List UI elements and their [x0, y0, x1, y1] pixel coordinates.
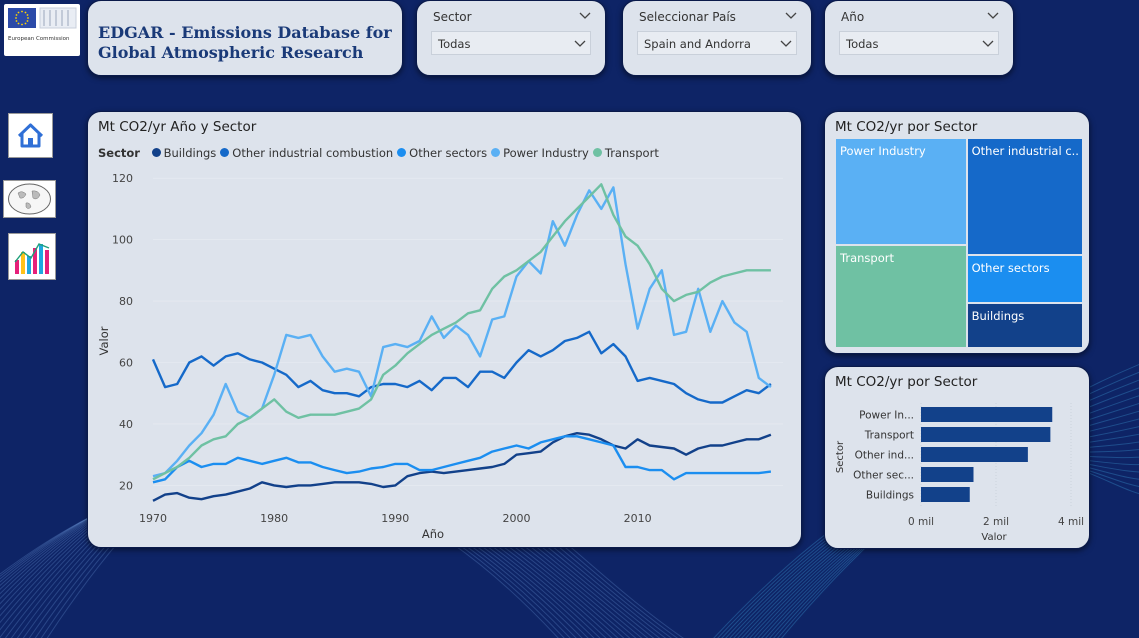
legend-marker: [220, 148, 230, 157]
legend-marker: [397, 148, 407, 157]
series-line[interactable]: [152, 435, 772, 484]
treemap-card: Mt CO2/yr por Sector Power Industry Trans…: [824, 111, 1090, 354]
legend-item[interactable]: Other industrial combustion: [232, 146, 394, 160]
y-tick-label: 40: [119, 418, 133, 431]
bar-chart-icon: [14, 243, 50, 274]
legend-marker: [592, 148, 602, 157]
legend-item[interactable]: Other sectors: [409, 146, 488, 160]
x-axis-label: Valor: [981, 532, 1007, 543]
x-tick-label: 1970: [139, 512, 167, 525]
legend-marker: [151, 148, 161, 157]
treemap-title: Mt CO2/yr por Sector: [835, 119, 978, 135]
x-tick-label: 4 mil: [1058, 516, 1084, 528]
home-button[interactable]: [8, 113, 53, 158]
filter-label: Año: [841, 10, 865, 24]
eu-commission-logo: European Commission: [4, 4, 80, 56]
x-tick-label: 2 mil: [983, 516, 1009, 528]
legend-item[interactable]: Power Industry: [503, 146, 589, 160]
y-tick-label: 60: [119, 357, 133, 370]
bar-chart-card: Mt CO2/yr por Sector 0 mil 2 mil 4 mil Powe…: [824, 366, 1090, 549]
chart-button[interactable]: [8, 233, 56, 280]
treemap-cell[interactable]: Buildings: [966, 303, 1083, 348]
treemap-cell[interactable]: Other sectors: [966, 255, 1083, 304]
y-tick-label: 80: [119, 295, 133, 308]
treemap-label: Other sectors: [971, 261, 1050, 276]
bar-chart: 0 mil 2 mil 4 mil Power In... Transport Other…: [835, 403, 1084, 543]
x-tick-label: 2000: [502, 512, 530, 525]
home-icon: [17, 123, 44, 148]
filter-label: Seleccionar País: [639, 10, 736, 24]
chevron-down-icon[interactable]: [987, 10, 999, 20]
legend-item[interactable]: Transport: [604, 146, 659, 160]
y-tick-label: 120: [112, 172, 133, 185]
y-axis-label: Valor: [97, 326, 111, 355]
chevron-down-icon: [982, 40, 994, 47]
treemap-label: Transport: [840, 250, 894, 265]
y-tick-label: 20: [119, 479, 133, 492]
year-select[interactable]: Todas: [839, 31, 999, 55]
x-tick-label: 1980: [260, 512, 288, 525]
sector-select[interactable]: Todas: [431, 31, 591, 55]
country-filter[interactable]: Seleccionar País Spain and Andorra: [622, 0, 812, 76]
page-title: EDGAR - Emissions Database for Global At…: [98, 23, 392, 62]
series-line[interactable]: [152, 432, 772, 502]
chevron-down-icon: [574, 40, 586, 47]
treemap: Power Industry Transport Other industrial …: [835, 138, 1083, 348]
line-chart-card: Mt CO2/yr Año y Sector Sector Buildings O…: [87, 111, 802, 548]
chevron-down-icon: [780, 40, 792, 47]
category-label: Buildings: [866, 490, 914, 502]
title-card: EDGAR - Emissions Database for Global At…: [87, 0, 403, 76]
series-line[interactable]: [152, 183, 771, 481]
chevron-down-icon[interactable]: [579, 10, 591, 20]
x-axis-label: Año: [422, 527, 444, 541]
y-tick-label: 100: [112, 234, 133, 247]
series-line[interactable]: [151, 330, 772, 404]
legend-item[interactable]: Buildings: [163, 146, 217, 160]
logo-text: European Commission: [8, 36, 70, 42]
chart-legend: Sector Buildings Other industrial combust…: [98, 146, 659, 160]
legend-marker: [491, 148, 501, 157]
year-filter[interactable]: Año Todas: [824, 0, 1014, 76]
treemap-label: Power Industry: [840, 144, 926, 158]
selected-value: Todas: [438, 37, 471, 51]
category-label: Transport: [864, 430, 914, 442]
category-label: Other sec...: [853, 470, 914, 482]
sector-filter[interactable]: Sector Todas: [416, 0, 606, 76]
selected-value: Spain and Andorra: [644, 37, 751, 51]
filter-label: Sector: [433, 10, 472, 24]
globe-icon: [8, 183, 51, 215]
legend-title: Sector: [98, 146, 140, 160]
treemap-cell[interactable]: Other industrial c...: [966, 138, 1083, 256]
series-line[interactable]: [152, 186, 772, 478]
bar[interactable]: [921, 487, 970, 502]
bar[interactable]: [921, 407, 1053, 422]
x-tick-label: 1990: [381, 512, 409, 525]
treemap-label: Other industrial c...: [971, 144, 1080, 158]
x-tick-label: 0 mil: [908, 516, 934, 528]
bar[interactable]: [921, 447, 1028, 462]
line-chart: 20 40 60 80 100 120 1970 1980 1990 2000 2010 Año Val…: [97, 172, 783, 541]
bar-chart-title: Mt CO2/yr por Sector: [835, 374, 978, 390]
treemap-cell[interactable]: Transport: [835, 244, 967, 348]
bar[interactable]: [921, 467, 974, 482]
bar[interactable]: [921, 427, 1051, 442]
line-chart-title: Mt CO2/yr Año y Sector: [98, 119, 257, 135]
treemap-label: Buildings: [971, 309, 1025, 324]
country-select[interactable]: Spain and Andorra: [637, 31, 797, 55]
category-label: Power In...: [859, 410, 914, 422]
y-axis-label: Sector: [835, 440, 846, 473]
chevron-down-icon[interactable]: [785, 10, 797, 20]
treemap-cell[interactable]: Power Industry: [835, 138, 967, 245]
selected-value: Todas: [846, 37, 879, 51]
x-tick-label: 2010: [624, 512, 652, 525]
category-label: Other ind...: [855, 450, 914, 462]
map-button[interactable]: [3, 180, 56, 218]
